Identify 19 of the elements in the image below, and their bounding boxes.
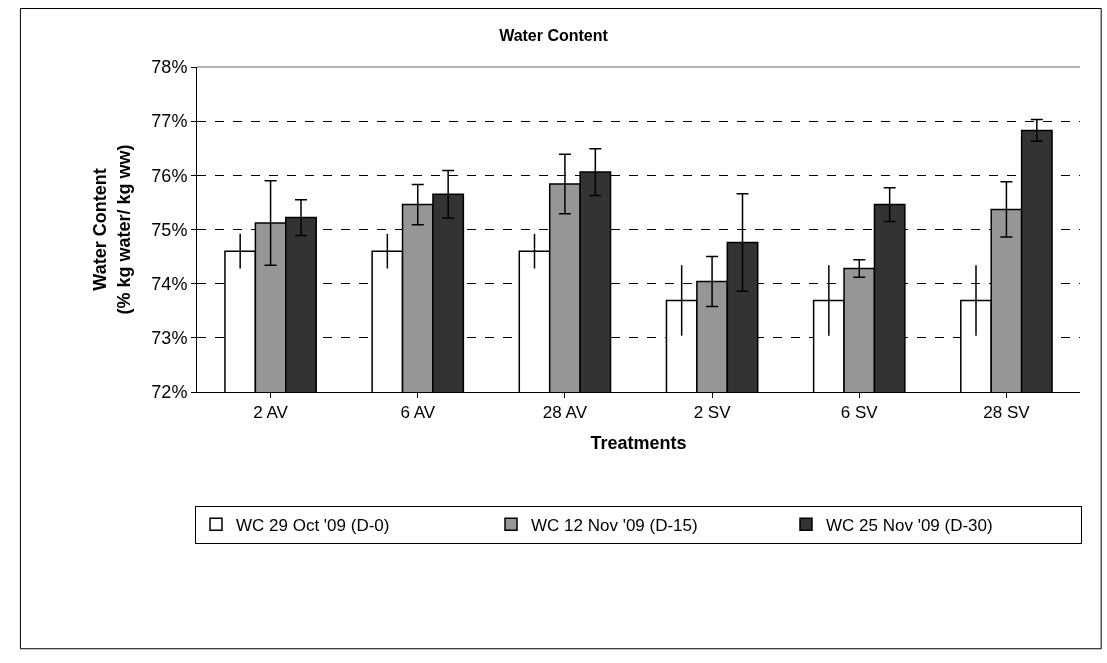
y-tick-label: 74%: [151, 273, 188, 294]
x-tick-label: 2 SV: [693, 403, 732, 423]
x-tick-label: 6 AV: [400, 403, 436, 423]
y-tick-label: 73%: [151, 328, 188, 349]
x-axis-title: Treatments: [590, 432, 687, 453]
y-tick-label: 78%: [151, 57, 188, 78]
y-tick-label: 72%: [151, 382, 188, 403]
y-tick-label: 77%: [151, 111, 188, 132]
legend-label: WC 25 Nov '09 (D-30): [826, 515, 993, 535]
legend-label: WC 12 Nov '09 (D-15): [531, 515, 698, 535]
y-tick-label: 76%: [151, 165, 188, 186]
legend-label: WC 29 Oct '09 (D-0): [236, 515, 390, 535]
x-tick-label: 28 AV: [542, 403, 588, 423]
x-tick-label: 2 AV: [253, 403, 289, 423]
y-axis-title: Water Content (% kg water/ kg ww): [90, 144, 134, 315]
chart-title: Water Content: [499, 27, 609, 45]
x-tick-label: 6 SV: [840, 403, 879, 423]
y-tick-label: 75%: [151, 219, 188, 240]
x-tick-label: 28 SV: [983, 403, 1031, 423]
